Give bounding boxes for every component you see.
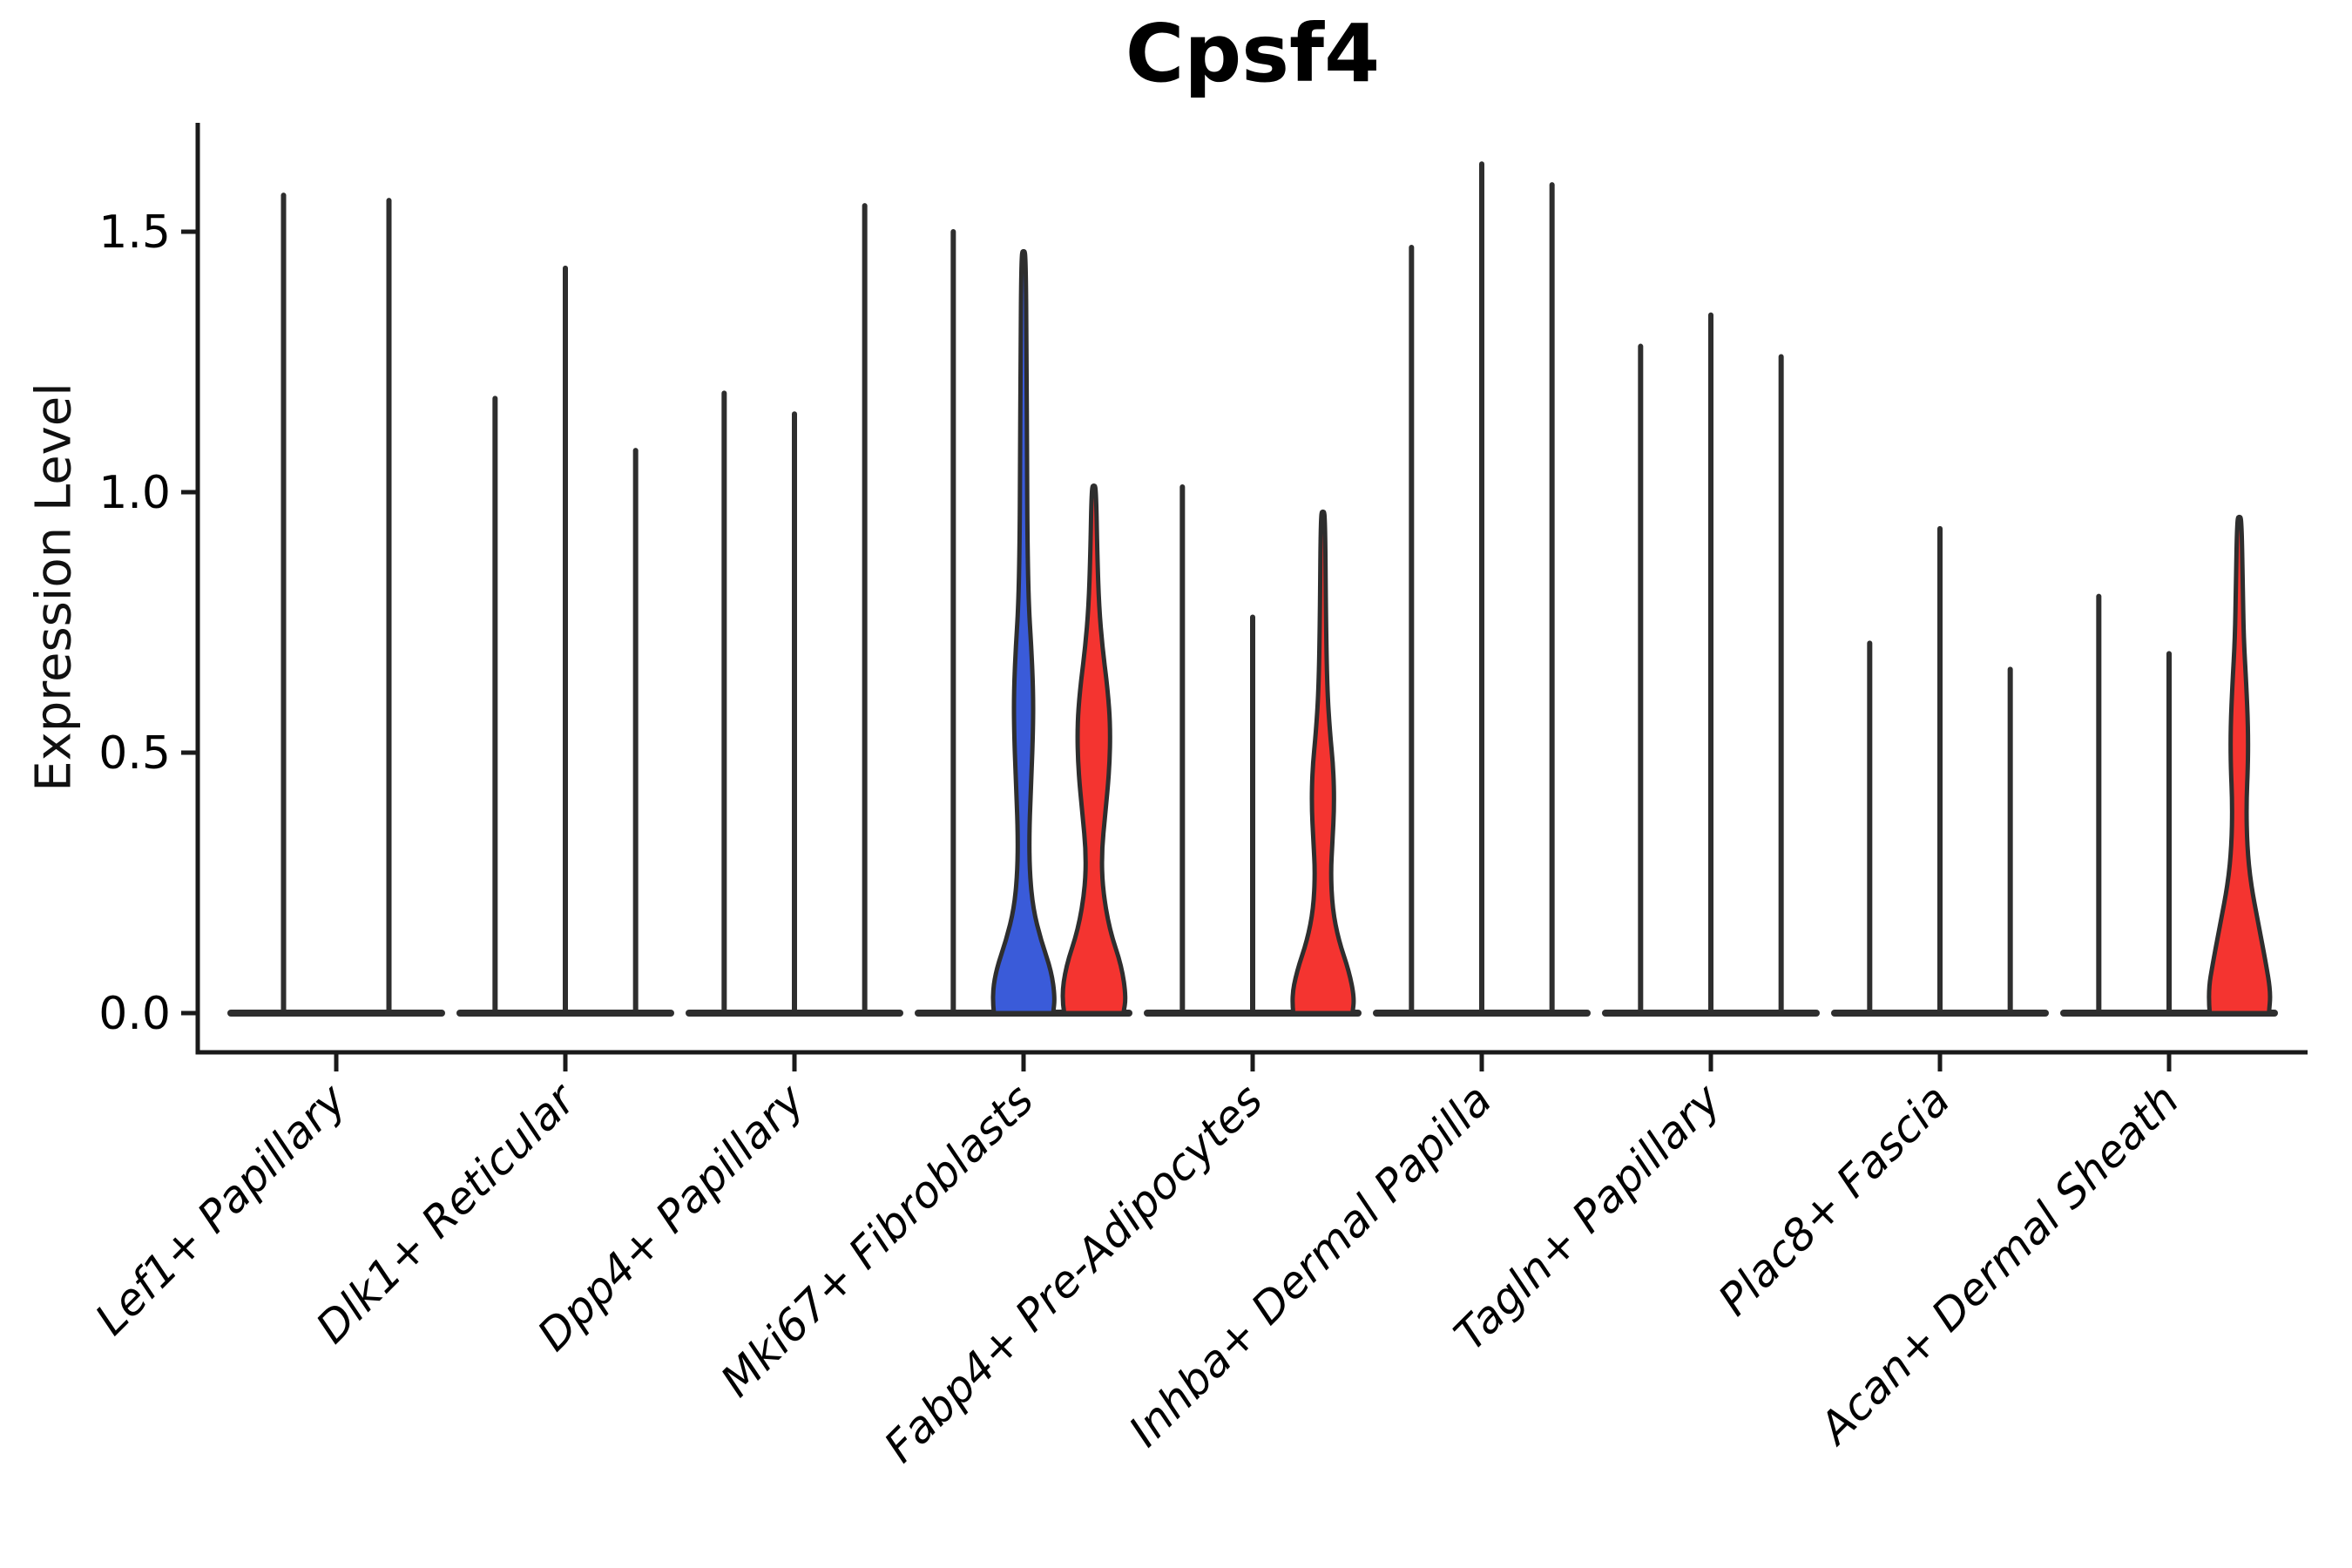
y-axis-label: Expression Level	[25, 382, 83, 792]
violin-filled-blue	[990, 248, 1057, 1016]
violin-filled-red	[1290, 509, 1356, 1016]
x-tick-label: Fabp4+ Pre-Adipocytes	[875, 1074, 1273, 1472]
y-tick-label: 1.0	[98, 467, 171, 519]
x-tick-label: Plac8+ Fascia	[1709, 1074, 1960, 1325]
x-tick-label: Acan+ Dermal Sheath	[1808, 1074, 2189, 1455]
violin-filled-red	[1060, 483, 1128, 1016]
y-tick-label: 0.5	[98, 727, 171, 780]
violin-filled-red	[2207, 514, 2273, 1016]
x-tick-label: Inhba+ Dermal Papilla	[1119, 1074, 1501, 1456]
plot-title: Cpsf4	[1125, 7, 1381, 100]
x-tick-label: Lef1+ Papillary	[85, 1073, 356, 1344]
y-tick-label: 1.5	[98, 206, 171, 259]
y-tick-label: 0.0	[98, 988, 171, 1040]
